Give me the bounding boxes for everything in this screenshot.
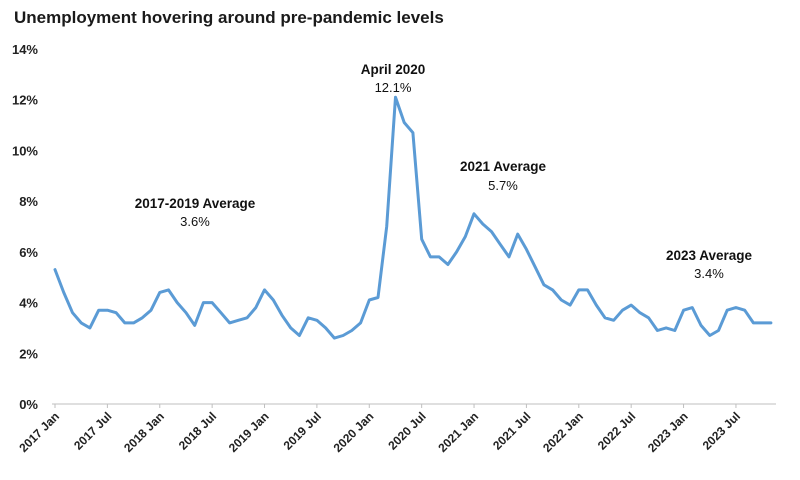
y-tick-label: 8%	[19, 194, 38, 209]
y-tick-label: 2%	[19, 346, 38, 361]
x-tick-label: 2021 Jan	[435, 409, 481, 455]
x-tick-label: 2019 Jan	[226, 409, 272, 455]
x-tick-label: 2017 Jan	[16, 409, 62, 455]
y-tick-label: 0%	[19, 397, 38, 412]
annotation-2017-2019-label: 2017-2019 Average	[135, 196, 256, 211]
annotation-2021: 2021 Average 5.7%	[460, 159, 547, 193]
annotation-2023-label: 2023 Average	[666, 248, 753, 263]
x-tick-label: 2018 Jan	[121, 409, 167, 455]
x-tick-label: 2023 Jul	[700, 409, 743, 452]
y-tick-label: 14%	[12, 42, 38, 57]
x-tick-label: 2020 Jan	[331, 409, 377, 455]
chart-title: Unemployment hovering around pre-pandemi…	[14, 8, 444, 27]
y-tick-label: 6%	[19, 245, 38, 260]
annotation-2021-value: 5.7%	[488, 178, 518, 193]
annotation-2021-label: 2021 Average	[460, 159, 547, 174]
annotation-2017-2019: 2017-2019 Average 3.6%	[135, 196, 256, 229]
y-tick-label: 10%	[12, 143, 38, 158]
y-tick-label: 4%	[19, 296, 38, 311]
unemployment-rate-line	[53, 95, 773, 340]
x-tick-label: 2021 Jul	[490, 409, 533, 452]
x-tick-label: 2022 Jul	[595, 409, 638, 452]
x-tick-label: 2020 Jul	[385, 409, 428, 452]
annotation-2023: 2023 Average 3.4%	[666, 248, 753, 281]
annotation-april-2020-label: April 2020	[361, 62, 426, 77]
annotation-april-2020: April 2020 12.1%	[361, 62, 426, 95]
x-tick-label: 2022 Jan	[540, 409, 586, 455]
x-tick-label: 2019 Jul	[281, 409, 324, 452]
x-tick-label: 2018 Jul	[176, 409, 219, 452]
annotation-2017-2019-value: 3.6%	[180, 214, 210, 229]
y-tick-label: 12%	[12, 93, 38, 108]
x-axis-ticks: 2017 Jan 2017 Jul 2018 Jan 2018 Jul 2019 Jan…	[16, 404, 743, 455]
x-tick-label: 2023 Jan	[645, 409, 691, 455]
annotation-2023-value: 3.4%	[694, 266, 724, 281]
annotation-april-2020-value: 12.1%	[375, 80, 412, 95]
x-tick-label: 2017 Jul	[71, 409, 114, 452]
y-axis-ticks: 0% 2% 4% 6% 8% 10% 12% 14%	[12, 42, 38, 412]
